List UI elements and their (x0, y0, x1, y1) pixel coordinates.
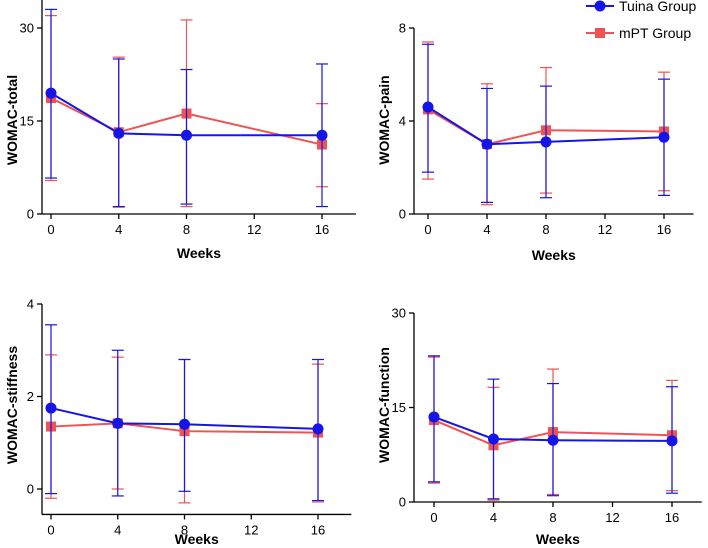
x-tick-label: 12 (247, 222, 261, 237)
x-tick-label: 12 (605, 510, 619, 525)
x-tick-label: 16 (311, 522, 325, 537)
data-point-tuina (428, 411, 440, 423)
x-tick-label: 4 (115, 222, 122, 237)
data-point-tuina (540, 136, 552, 148)
legend: Tuina Group mPT Group (586, 0, 697, 41)
data-point-tuina (181, 129, 192, 141)
data-point-tuina (316, 129, 328, 141)
x-tick-label: 12 (244, 522, 258, 537)
panels: 0 15 30 0 4 8 12 16 Weeks WOMAC-total 0 4 8 0 4 8 12 16 We… (4, 0, 702, 547)
data-point-tuina (666, 435, 678, 447)
y-axis-title: WOMAC-total (4, 75, 20, 165)
y-tick-label: 4 (399, 114, 406, 129)
data-point-tuina (547, 434, 559, 446)
chart-panel-3: 0 2 4 0 4 8 12 16 Weeks WOMAC-stiffness (4, 297, 352, 547)
x-tick-label: 4 (114, 522, 121, 537)
y-tick-label: 8 (399, 21, 406, 36)
x-tick-label: 16 (665, 510, 679, 525)
x-tick-label: 0 (430, 510, 437, 525)
series-line-tuina (427, 106, 665, 146)
y-tick-label: 0 (399, 207, 406, 222)
x-axis-title: Weeks (175, 531, 219, 547)
x-tick-label: 16 (657, 222, 671, 237)
y-tick-label: 2 (27, 389, 34, 404)
y-axis-title: WOMAC-function (376, 347, 392, 463)
y-tick-label: 15 (392, 400, 406, 415)
x-tick-label: 0 (424, 222, 431, 237)
legend-marker-tuina (594, 0, 606, 12)
legend-label-tuina: Tuina Group (619, 0, 697, 14)
y-tick-label: 0 (27, 482, 34, 497)
x-tick-label: 4 (483, 222, 490, 237)
data-point-tuina (422, 101, 434, 113)
data-point-tuina (45, 402, 57, 414)
y-axis-title: WOMAC-stiffness (4, 346, 20, 464)
x-tick-label: 12 (598, 222, 612, 237)
series-line-tuina (433, 416, 673, 442)
data-point-tuina (481, 138, 493, 150)
chart-panel-4: 0 15 30 0 4 8 12 16 Weeks WOMAC-function (376, 306, 702, 547)
x-axis-title: Weeks (532, 247, 576, 263)
x-tick-label: 16 (315, 222, 329, 237)
x-tick-label: 8 (542, 222, 549, 237)
x-tick-label: 4 (490, 510, 497, 525)
y-axis-title: WOMAC-pain (376, 75, 392, 164)
y-tick-label: 15 (20, 114, 34, 129)
series-line-tuina (50, 407, 319, 430)
series-line-tuina (50, 92, 322, 137)
x-tick-label: 8 (181, 522, 188, 537)
y-tick-label: 4 (27, 297, 34, 312)
y-tick-label: 0 (399, 495, 406, 510)
x-tick-label: 0 (47, 222, 54, 237)
y-tick-label: 30 (392, 306, 406, 321)
data-point-tuina (113, 127, 125, 139)
data-point-tuina (312, 423, 324, 435)
x-tick-label: 8 (183, 222, 190, 237)
x-axis-title: Weeks (536, 531, 580, 547)
data-point-tuina (658, 131, 670, 143)
chart-panel-1: 0 15 30 0 4 8 12 16 Weeks WOMAC-total (4, 0, 356, 261)
x-tick-label: 8 (549, 510, 556, 525)
data-point-tuina (112, 417, 124, 429)
y-tick-label: 0 (27, 207, 34, 222)
chart-panel-2: 0 4 8 0 4 8 12 16 Weeks WOMAC-pain (376, 21, 694, 263)
series-line-mpt (50, 422, 319, 434)
data-point-tuina (179, 418, 190, 430)
legend-marker-mpt (595, 28, 605, 38)
legend-label-mpt: mPT Group (619, 25, 691, 41)
data-point-tuina (45, 87, 57, 99)
series-line-mpt (50, 97, 323, 146)
y-tick-label: 30 (20, 21, 34, 36)
x-axis-title: Weeks (177, 245, 221, 261)
x-tick-label: 0 (47, 522, 54, 537)
data-point-tuina (488, 433, 499, 445)
